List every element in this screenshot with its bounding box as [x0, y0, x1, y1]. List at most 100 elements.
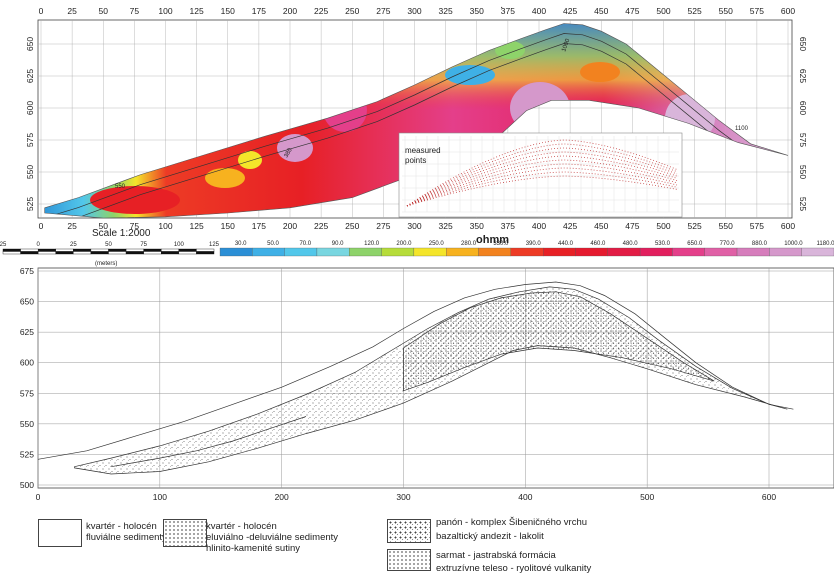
colorbar-swatch: [284, 247, 318, 257]
x-tick-label: 575: [750, 6, 764, 16]
scale-segment: [108, 248, 127, 252]
x-tick-label: 375: [501, 221, 515, 231]
contour-label: 550: [115, 184, 126, 190]
x-tick-label: 550: [719, 221, 733, 231]
scale-segment: [143, 248, 162, 252]
y-tick-label: 600: [798, 101, 808, 115]
x-tick-label: 600: [781, 221, 795, 231]
scale-bar: Scale 1:2000 25 0 25 50 75 100 125 (meters): [0, 228, 220, 267]
y-tick-label: 650: [20, 297, 34, 307]
contour-labels: 1000 550 380 1100: [115, 37, 749, 190]
legend-text: kvartér - holocén: [86, 521, 157, 532]
colorbar-swatch: [543, 247, 576, 257]
contour-label: 1000: [561, 37, 571, 52]
legend-item-andesite: panón - komplex Šibeničného vrchu bazalt…: [436, 517, 587, 542]
bottom-x-axis: 0 100 200 300 400 500 600: [36, 492, 777, 502]
colorbar: ohmm 30.0 50.0 70.0 90.0 120.0 200.0 250.0 280.…: [219, 234, 834, 257]
inset-label: points: [405, 156, 426, 165]
x-tick-label: 425: [563, 6, 577, 16]
measured-point-row: [406, 147, 678, 207]
y-tick-label: 575: [20, 388, 34, 398]
x-tick-label: 250: [345, 221, 359, 231]
scale-tick-label: 0: [36, 242, 40, 248]
x-tick-label: 75: [130, 6, 140, 16]
y-tick-label: 500: [20, 480, 34, 490]
x-tick-label: 425: [563, 221, 577, 231]
colorbar-swatch: [381, 247, 415, 257]
x-tick-label: 175: [252, 221, 266, 231]
anomaly-red-west: [90, 186, 180, 214]
colorbar-label: 770.0: [720, 241, 736, 247]
colorbar-label: 30.0: [235, 241, 247, 247]
colorbar-label: 250.0: [429, 241, 445, 247]
scale-segment: [37, 251, 56, 255]
colorbar-swatch: [575, 247, 608, 257]
colorbar-swatch: [736, 247, 770, 257]
x-tick-label: 275: [376, 6, 390, 16]
top-mark: ·: [500, 2, 503, 13]
top-x-axis: 0 0 25 25 50 50 75 75 100 100 125 125 150 150 175 175 20…: [39, 6, 796, 231]
colorbar-label: 880.0: [752, 241, 768, 247]
y-tick-label: 625: [25, 69, 35, 83]
y-tick-label: 625: [20, 327, 34, 337]
x-tick-label: 100: [153, 492, 167, 502]
andesite-laccolith-body: [403, 291, 715, 392]
colorbar-swatch: [219, 247, 253, 257]
scale-segment: [20, 248, 39, 252]
y-tick-label: 675: [20, 266, 34, 276]
scale-label: Scale 1:2000: [92, 228, 151, 239]
x-tick-label: 300: [396, 492, 410, 502]
x-tick-label: 500: [656, 6, 670, 16]
x-tick-label: 600: [762, 492, 776, 502]
y-tick-label: 525: [25, 197, 35, 211]
legend-text: bazaltický andezit - lakolit: [436, 531, 544, 542]
legend-swatch-andesite: [387, 519, 431, 543]
x-tick-label: 300: [407, 6, 421, 16]
colorbar-label: 50.0: [267, 241, 279, 247]
colorbar-unit: ohmm: [476, 234, 509, 246]
x-tick-label: 500: [640, 492, 654, 502]
x-tick-label: 0: [36, 492, 41, 502]
legend-item-fluvial: kvartér - holocén fluviálne sedimenty: [86, 521, 167, 543]
x-tick-label: 500: [656, 221, 670, 231]
x-tick-label: 375: [501, 6, 515, 16]
colorbar-swatch: [446, 247, 479, 257]
x-tick-label: 400: [532, 221, 546, 231]
colorbar-swatch: [252, 247, 285, 257]
legend-text: extruzívne teleso - ryolitové vulkanity: [436, 563, 592, 574]
anomaly-magenta-1: [323, 88, 367, 132]
x-tick-label: 550: [719, 6, 733, 16]
scale-segment: [90, 251, 109, 255]
inset-frame: [398, 132, 683, 218]
contour-label: 380: [284, 147, 295, 159]
x-tick-label: 25: [67, 221, 77, 231]
x-tick-label: 25: [67, 6, 77, 16]
legend-text: panón - komplex Šibeničného vrchu: [436, 517, 588, 528]
anomaly-yellow: [238, 151, 262, 169]
scale-segment: [55, 251, 74, 255]
inset-label: measured: [405, 146, 441, 155]
colorbar-label: 330.0: [493, 241, 509, 247]
y-tick-label: 525: [798, 197, 808, 211]
x-tick-label: 400: [532, 6, 546, 16]
x-tick-label: 100: [158, 221, 172, 231]
scale-bar-graphic: 25 0 25 50 75 100 125: [0, 242, 220, 255]
colorbar-label: 120.0: [364, 241, 380, 247]
colorbar-label: 480.0: [623, 241, 639, 247]
colorbar-label: 200.0: [396, 241, 412, 247]
scale-segment: [20, 251, 39, 255]
colorbar-label: 530.0: [655, 241, 671, 247]
colorbar-label: 70.0: [299, 241, 311, 247]
colorbar-label: 440.0: [558, 241, 574, 247]
x-tick-label: 600: [781, 6, 795, 16]
scale-segment: [2, 248, 21, 252]
x-tick-label: 200: [275, 492, 289, 502]
scale-segment: [73, 251, 92, 255]
x-tick-label: 400: [518, 492, 532, 502]
x-tick-label: 0: [39, 221, 44, 231]
x-tick-label: 75: [130, 221, 140, 231]
top-y-axis-right: 650 625 600 575 550 525: [798, 37, 808, 211]
contour-line: [44, 33, 788, 219]
anomaly-blue-top: [445, 65, 495, 85]
colorbar-swatch: [316, 247, 350, 257]
